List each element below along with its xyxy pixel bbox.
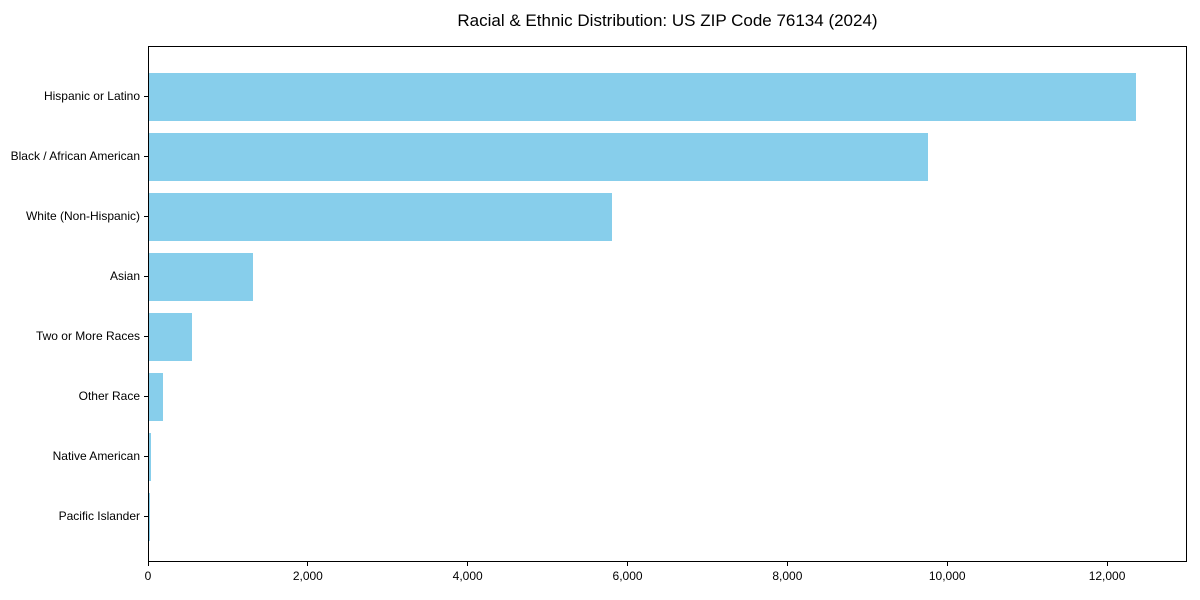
- bar-other-race: [149, 373, 163, 421]
- y-tick-label-asian: Asian: [109, 269, 140, 283]
- y-tick-mark: [144, 156, 148, 157]
- y-tick-label-hispanic-or-latino: Hispanic or Latino: [43, 89, 140, 103]
- x-tick-mark: [307, 562, 309, 566]
- y-tick-mark: [144, 216, 148, 217]
- bar-asian: [149, 253, 253, 301]
- y-tick-mark: [144, 96, 148, 97]
- x-tick-mark: [627, 562, 629, 566]
- x-tick-label: 2,000: [292, 569, 323, 583]
- y-tick-label-pacific-islander: Pacific Islander: [58, 509, 140, 523]
- bar-two-or-more-races: [149, 313, 193, 361]
- y-tick-mark: [144, 516, 148, 517]
- y-tick-mark: [144, 456, 148, 457]
- bar-native-american: [149, 433, 152, 481]
- y-tick-label-two-or-more-races: Two or More Races: [35, 329, 140, 343]
- y-tick-mark: [144, 396, 148, 397]
- x-tick-mark: [147, 562, 149, 566]
- bar-white-non-hispanic: [149, 193, 613, 241]
- y-tick-label-other-race: Other Race: [78, 389, 140, 403]
- bar-black-african-american: [149, 133, 928, 181]
- y-tick-mark: [144, 336, 148, 337]
- x-tick-label: 0: [144, 569, 152, 583]
- x-tick-label: 6,000: [612, 569, 643, 583]
- x-tick-mark: [467, 562, 469, 566]
- x-tick-label: 8,000: [772, 569, 803, 583]
- y-tick-mark: [144, 276, 148, 277]
- x-tick-mark: [946, 562, 948, 566]
- y-tick-label-native-american: Native American: [52, 449, 140, 463]
- y-tick-label-black-african-american: Black / African American: [10, 149, 140, 163]
- bar-hispanic-or-latino: [149, 73, 1136, 121]
- x-tick-label: 12,000: [1088, 569, 1126, 583]
- chart-title: Racial & Ethnic Distribution: US ZIP Cod…: [457, 11, 878, 30]
- y-tick-label-white-non-hispanic: White (Non-Hispanic): [25, 209, 140, 223]
- bar-pacific-islander: [149, 493, 150, 541]
- x-tick-mark: [1106, 562, 1108, 566]
- x-tick-mark: [786, 562, 788, 566]
- plot-area: [148, 46, 1187, 562]
- x-tick-label: 4,000: [452, 569, 483, 583]
- x-tick-label: 10,000: [928, 569, 966, 583]
